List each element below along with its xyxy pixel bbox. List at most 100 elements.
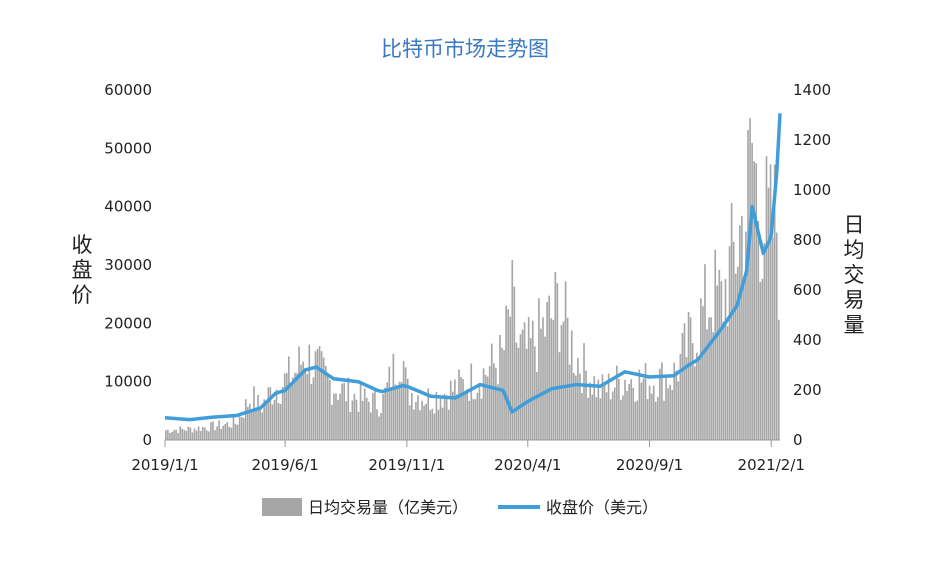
volume-bar xyxy=(630,379,632,440)
volume-bar xyxy=(450,381,452,440)
volume-bar xyxy=(753,161,755,440)
volume-bar xyxy=(354,394,356,440)
volume-bar xyxy=(747,130,749,440)
y-left-tick-label: 30000 xyxy=(104,256,152,274)
volume-bar xyxy=(304,371,306,440)
volume-bar xyxy=(725,279,727,440)
volume-bar xyxy=(563,322,565,440)
volume-bar xyxy=(321,351,323,440)
volume-bar xyxy=(686,357,688,440)
volume-bar xyxy=(370,412,372,440)
volume-bar xyxy=(657,397,659,440)
volume-bar xyxy=(700,298,702,440)
legend-bar-swatch xyxy=(262,498,302,516)
volume-bar xyxy=(499,335,501,440)
volume-bar xyxy=(538,298,540,440)
volume-bars xyxy=(165,118,780,440)
volume-bar xyxy=(524,322,526,440)
volume-bar xyxy=(634,402,636,440)
volume-bar xyxy=(343,383,345,440)
volume-bar xyxy=(169,433,171,440)
volume-bar xyxy=(659,369,661,440)
volume-bar xyxy=(432,409,434,440)
volume-bar xyxy=(309,345,311,440)
volume-bar xyxy=(202,427,204,440)
volume-bar xyxy=(491,344,493,440)
volume-bar xyxy=(493,363,495,440)
volume-bar xyxy=(456,394,458,440)
volume-bar xyxy=(698,356,700,440)
volume-bar xyxy=(188,427,190,440)
volume-bar xyxy=(772,237,774,440)
volume-bar xyxy=(591,395,593,440)
volume-bar xyxy=(714,250,716,440)
y-left-tick-label: 50000 xyxy=(104,139,152,157)
volume-bar xyxy=(688,312,690,440)
volume-bar xyxy=(429,410,431,440)
y-right-label-char: 均 xyxy=(844,238,865,262)
volume-bar xyxy=(268,387,270,440)
volume-bar xyxy=(757,221,759,440)
volume-bar xyxy=(643,378,645,440)
y-right-label-char: 易 xyxy=(844,288,865,312)
volume-bar xyxy=(403,361,405,440)
volume-bar xyxy=(716,286,718,440)
volume-bar xyxy=(751,143,753,440)
volume-bar xyxy=(194,428,196,440)
volume-bar xyxy=(694,366,696,440)
volume-bar xyxy=(622,395,624,440)
volume-bar xyxy=(649,386,651,440)
volume-bar xyxy=(612,392,614,440)
volume-bar xyxy=(327,374,329,440)
volume-bar xyxy=(255,410,257,440)
volume-bar xyxy=(177,433,179,440)
y-right-tick-label: 1000 xyxy=(793,181,831,199)
legend-bar-label: 日均交易量（亿美元） xyxy=(308,498,468,517)
volume-bar xyxy=(448,410,450,440)
volume-bar xyxy=(270,387,272,440)
volume-bar xyxy=(489,366,491,440)
volume-bar xyxy=(552,320,554,440)
volume-bar xyxy=(559,352,561,440)
volume-bar xyxy=(311,384,313,440)
volume-bar xyxy=(663,401,665,440)
volume-bar xyxy=(384,388,386,440)
legend-line-label: 收盘价（美元） xyxy=(546,498,658,517)
volume-bar xyxy=(567,318,569,440)
volume-bar xyxy=(526,349,528,440)
volume-bar xyxy=(337,400,339,440)
volume-bar xyxy=(501,348,503,440)
volume-bar xyxy=(585,371,587,440)
volume-bar xyxy=(290,385,292,440)
volume-bar xyxy=(483,368,485,440)
volume-bar xyxy=(581,393,583,440)
volume-bar xyxy=(778,320,780,440)
volume-bar xyxy=(280,404,282,440)
volume-bar xyxy=(675,371,677,440)
y-right-label-char: 交 xyxy=(844,263,865,287)
volume-bar xyxy=(206,430,208,440)
volume-bar xyxy=(395,385,397,440)
volume-bar xyxy=(604,385,606,440)
volume-bar xyxy=(245,399,247,440)
volume-bar xyxy=(495,368,497,440)
volume-bar xyxy=(442,408,444,440)
volume-bar xyxy=(733,242,735,440)
volume-bar xyxy=(401,382,403,440)
volume-bar xyxy=(632,388,634,440)
y-left-tick-label: 20000 xyxy=(104,314,152,332)
volume-bar xyxy=(306,374,308,440)
volume-bar xyxy=(405,367,407,440)
volume-bar xyxy=(190,428,192,440)
volume-bar xyxy=(382,394,384,440)
volume-bar xyxy=(667,388,669,440)
volume-bar xyxy=(278,403,280,440)
volume-bar xyxy=(352,400,354,440)
volume-bar xyxy=(388,367,390,440)
volume-bar xyxy=(723,322,725,440)
volume-bar xyxy=(534,346,536,440)
volume-bar xyxy=(540,329,542,440)
volume-bar xyxy=(345,401,347,440)
